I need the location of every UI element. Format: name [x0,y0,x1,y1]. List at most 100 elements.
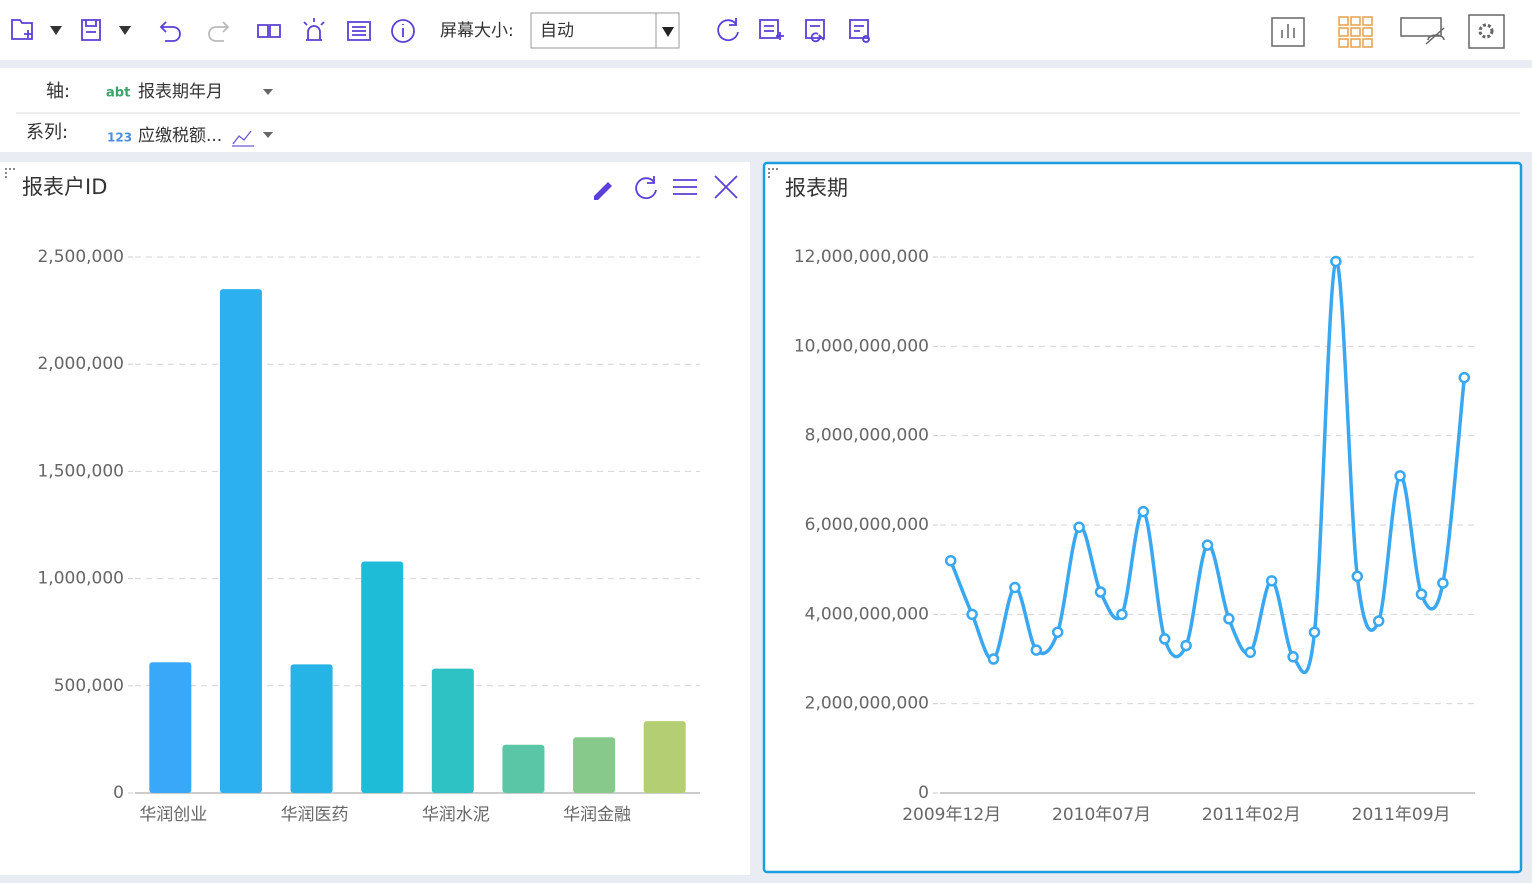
setting-icon[interactable] [849,19,870,43]
y-tick-label: 6,000,000,000 [805,515,929,535]
info-icon[interactable] [391,19,415,43]
y-tick-label: 1,500,000 [37,461,124,481]
text-type-icon: abt [106,86,130,101]
screen-size-label: 屏幕大小: [440,21,514,41]
dropdown[interactable] [119,26,131,35]
alert-icon[interactable] [303,18,325,41]
toolbar-icons: 屏幕大小: 自动 [11,12,1505,49]
grid-icon[interactable] [1338,16,1373,48]
y-tick-label: 0 [918,783,929,803]
screen-size-value: 自动 [540,21,574,41]
point [987,653,1000,665]
save-icon[interactable] [81,19,101,41]
point [1009,581,1021,594]
chart-title: 报表期 [785,176,848,200]
edit-icon[interactable] [594,182,612,200]
y-tick-label: 500,000 [54,676,124,696]
hide-icon[interactable] [1400,17,1445,45]
point [1437,577,1449,589]
series-label: 系列: [26,122,68,143]
point [1458,371,1471,384]
point [1351,570,1364,583]
bar [219,289,262,793]
field-panel [0,68,1532,152]
list-icon[interactable] [347,21,371,41]
point [1265,575,1278,587]
point [1308,626,1321,638]
point [1287,651,1299,663]
dropdown[interactable] [263,132,273,138]
screen-size-select[interactable] [530,12,680,49]
new-icon[interactable] [11,19,33,40]
point [1116,608,1128,621]
point [966,608,978,621]
dropdown[interactable] [263,89,273,95]
chart-title: 报表户ID [22,175,107,199]
point [1073,521,1085,533]
y-tick-label: 10,000,000,000 [794,336,929,356]
x-tick-label: 华润水泥 [422,805,490,825]
chart-icon[interactable] [1271,17,1305,47]
point [1094,586,1107,598]
drag-handle[interactable] [768,168,778,178]
x-tick-label: 华润创业 [139,805,207,825]
point [1030,644,1043,656]
refresh-icon[interactable] [635,176,657,200]
bar [149,662,192,793]
y-tick-label: 8,000,000,000 [805,426,929,446]
series-field[interactable]: 应缴税额... [138,126,222,146]
undo-icon[interactable] [159,21,181,42]
gear-icon [1478,23,1494,39]
toolbar [0,0,1532,60]
point [1244,646,1257,659]
add-icon[interactable] [759,19,784,40]
x-tick-label: 华润金融 [563,805,631,825]
point [1158,633,1171,645]
number-type-icon: 123 [107,131,132,145]
x-tick-label: 华润医药 [281,805,349,825]
y-tick-label: 4,000,000,000 [805,604,929,624]
x-tick-label: 2011年02月 [1202,805,1301,825]
axis-field[interactable]: 报表期年月 [138,82,223,102]
bar [573,737,616,793]
y-tick-label: 2,500,000 [37,247,124,267]
point [1330,255,1342,268]
point [1180,639,1192,652]
close-icon[interactable] [714,175,738,199]
select-arrow [662,27,674,37]
point [1051,626,1064,638]
bar [431,668,474,793]
x-tick-label: 2010年07月 [1052,805,1151,825]
y-tick-label: 0 [113,783,124,803]
point [1372,615,1385,627]
y-tick-label: 2,000,000 [37,354,124,374]
point [1394,470,1406,482]
bar [643,721,686,793]
line-type-icon[interactable] [232,130,254,147]
redo-icon[interactable] [208,21,230,42]
y-tick-label: 12,000,000,000 [794,247,929,267]
refresh-icon[interactable] [717,18,739,42]
point [944,554,957,567]
drag-handle[interactable] [5,168,15,178]
bar [361,561,404,793]
panel-selected[interactable] [762,161,1523,874]
search-icon[interactable] [805,19,825,43]
point [1415,588,1428,600]
point [1137,505,1150,518]
x-tick-label: 2011年09月 [1352,805,1451,825]
link-icon[interactable] [257,24,281,38]
gear-box[interactable] [1468,14,1505,49]
dropdown[interactable] [50,26,62,35]
point [1201,539,1214,551]
menu-icon[interactable] [673,179,697,195]
bar [502,744,545,793]
x-tick-label: 2009年12月 [902,805,1001,825]
y-tick-label: 2,000,000,000 [805,694,929,714]
bar [290,664,333,793]
axis-label: 轴: [46,81,70,102]
y-tick-label: 1,000,000 [37,569,124,589]
point [1223,613,1235,625]
